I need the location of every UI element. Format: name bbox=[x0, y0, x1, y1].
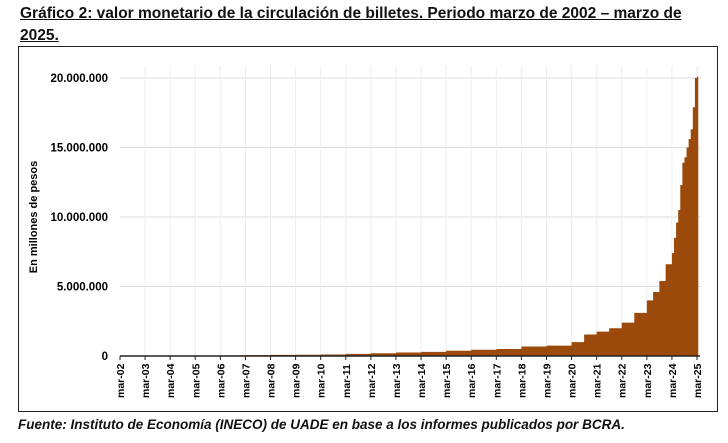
x-tick-label: mar-02 bbox=[115, 363, 127, 398]
x-tick-label: mar-10 bbox=[316, 363, 328, 398]
x-tick-label: mar-09 bbox=[291, 363, 303, 398]
source-note: Fuente: Instituto de Economía (INECO) de… bbox=[18, 417, 625, 432]
x-tick-label: mar-23 bbox=[642, 363, 654, 398]
x-tick-label: mar-22 bbox=[617, 363, 629, 398]
x-tick-label: mar-12 bbox=[366, 363, 378, 398]
x-tick-label: mar-17 bbox=[491, 363, 503, 398]
x-tick-label: mar-13 bbox=[391, 363, 403, 398]
x-tick-label: mar-05 bbox=[190, 363, 202, 398]
y-tick-label: 15.000.000 bbox=[50, 143, 108, 155]
x-tick-label: mar-21 bbox=[592, 363, 604, 398]
x-tick-label: mar-25 bbox=[692, 363, 704, 398]
y-tick-label: 0 bbox=[102, 351, 108, 363]
y-tick-label: 10.000.000 bbox=[50, 212, 108, 224]
y-axis-label: En millones de pesos bbox=[28, 161, 40, 273]
area-series bbox=[120, 76, 699, 357]
x-tick-label: mar-03 bbox=[140, 363, 152, 398]
x-tick-label: mar-24 bbox=[667, 363, 679, 398]
x-tick-label: mar-18 bbox=[516, 363, 528, 398]
x-tick-label: mar-20 bbox=[567, 363, 579, 398]
x-tick-label: mar-14 bbox=[416, 363, 428, 398]
x-tick-label: mar-16 bbox=[466, 363, 478, 398]
x-tick-label: mar-08 bbox=[266, 363, 278, 398]
x-tick-label: mar-19 bbox=[541, 363, 553, 398]
chart-title: Gráfico 2: valor monetario de la circula… bbox=[20, 5, 682, 44]
y-tick-label: 5.000.000 bbox=[57, 282, 108, 294]
x-tick-label: mar-04 bbox=[165, 363, 177, 398]
y-tick-label: 20.000.000 bbox=[50, 73, 108, 85]
x-tick-label: mar-06 bbox=[215, 363, 227, 398]
x-tick-label: mar-15 bbox=[441, 363, 453, 398]
chart-frame bbox=[18, 46, 718, 412]
x-tick-label: mar-07 bbox=[240, 363, 252, 398]
x-tick-label: mar-11 bbox=[341, 364, 353, 398]
